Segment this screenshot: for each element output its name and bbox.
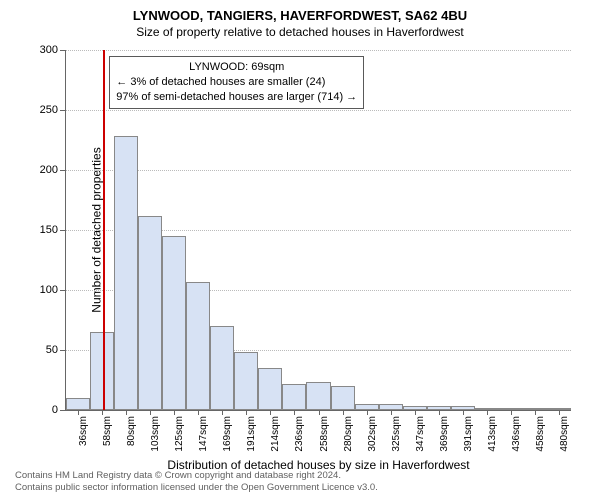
x-tick-label: 236sqm (294, 416, 305, 452)
histogram-bar (90, 332, 114, 410)
x-tick-label: 325sqm (391, 416, 402, 452)
annotation-line-smaller: ← 3% of detached houses are smaller (24) (116, 75, 357, 90)
x-tick-label: 413sqm (487, 416, 498, 452)
y-tick-label: 100 (40, 284, 58, 296)
y-tick-label: 50 (46, 344, 58, 356)
x-tick-label: 58sqm (102, 416, 113, 446)
y-tick (60, 410, 66, 411)
histogram-bar (331, 386, 355, 410)
x-tick-label: 302sqm (367, 416, 378, 452)
grid-line (66, 170, 571, 171)
chart-container: LYNWOOD, TANGIERS, HAVERFORDWEST, SA62 4… (0, 0, 600, 500)
y-tick (60, 50, 66, 51)
grid-line (66, 50, 571, 51)
x-tick (415, 410, 416, 415)
x-tick (198, 410, 199, 415)
y-tick (60, 290, 66, 291)
histogram-bar (258, 368, 282, 410)
reference-line (103, 50, 105, 410)
x-tick-label: 369sqm (439, 416, 450, 452)
x-tick (294, 410, 295, 415)
histogram-bar (282, 384, 306, 410)
x-tick (535, 410, 536, 415)
grid-line (66, 110, 571, 111)
chart-title: LYNWOOD, TANGIERS, HAVERFORDWEST, SA62 4… (0, 0, 600, 23)
x-tick (343, 410, 344, 415)
x-tick (78, 410, 79, 415)
x-tick-label: 36sqm (78, 416, 89, 446)
y-tick-label: 0 (52, 404, 58, 416)
x-tick (174, 410, 175, 415)
x-tick (487, 410, 488, 415)
x-tick-label: 125sqm (174, 416, 185, 452)
x-tick-label: 436sqm (511, 416, 522, 452)
histogram-bar (306, 382, 330, 410)
histogram-bar (186, 282, 210, 410)
x-tick-label: 258sqm (319, 416, 330, 452)
annotation-line-larger: 97% of semi-detached houses are larger (… (116, 90, 357, 105)
x-tick (391, 410, 392, 415)
x-tick-label: 391sqm (463, 416, 474, 452)
x-tick (222, 410, 223, 415)
x-tick (102, 410, 103, 415)
chart-subtitle: Size of property relative to detached ho… (0, 23, 600, 43)
y-tick (60, 350, 66, 351)
x-tick (511, 410, 512, 415)
y-tick-label: 300 (40, 44, 58, 56)
annotation-title: LYNWOOD: 69sqm (116, 60, 357, 75)
y-tick (60, 110, 66, 111)
histogram-bar (234, 352, 258, 410)
y-tick-label: 250 (40, 104, 58, 116)
x-tick-label: 214sqm (270, 416, 281, 452)
x-tick-label: 347sqm (415, 416, 426, 452)
x-tick-label: 458sqm (535, 416, 546, 452)
x-tick (439, 410, 440, 415)
footer-attribution: Contains HM Land Registry data © Crown c… (15, 470, 378, 494)
x-tick-label: 169sqm (222, 416, 233, 452)
x-tick (270, 410, 271, 415)
y-tick (60, 170, 66, 171)
x-tick-label: 280sqm (343, 416, 354, 452)
footer-line-2: Contains public sector information licen… (15, 482, 378, 494)
y-tick-label: 200 (40, 164, 58, 176)
x-tick (126, 410, 127, 415)
x-tick-label: 103sqm (150, 416, 161, 452)
histogram-bar (138, 216, 162, 410)
x-tick-label: 80sqm (126, 416, 137, 446)
x-tick-label: 191sqm (246, 416, 257, 452)
x-tick (246, 410, 247, 415)
x-tick (559, 410, 560, 415)
x-tick-label: 147sqm (198, 416, 209, 452)
y-tick (60, 230, 66, 231)
x-tick (367, 410, 368, 415)
x-tick (463, 410, 464, 415)
plot-area: Number of detached properties Distributi… (65, 50, 571, 411)
y-tick-label: 150 (40, 224, 58, 236)
x-tick (150, 410, 151, 415)
x-tick-label: 480sqm (559, 416, 570, 452)
histogram-bar (114, 136, 138, 410)
histogram-bar (162, 236, 186, 410)
annotation-box: LYNWOOD: 69sqm ← 3% of detached houses a… (109, 56, 364, 109)
histogram-bar (210, 326, 234, 410)
x-tick (319, 410, 320, 415)
histogram-bar (66, 398, 90, 410)
footer-line-1: Contains HM Land Registry data © Crown c… (15, 470, 378, 482)
